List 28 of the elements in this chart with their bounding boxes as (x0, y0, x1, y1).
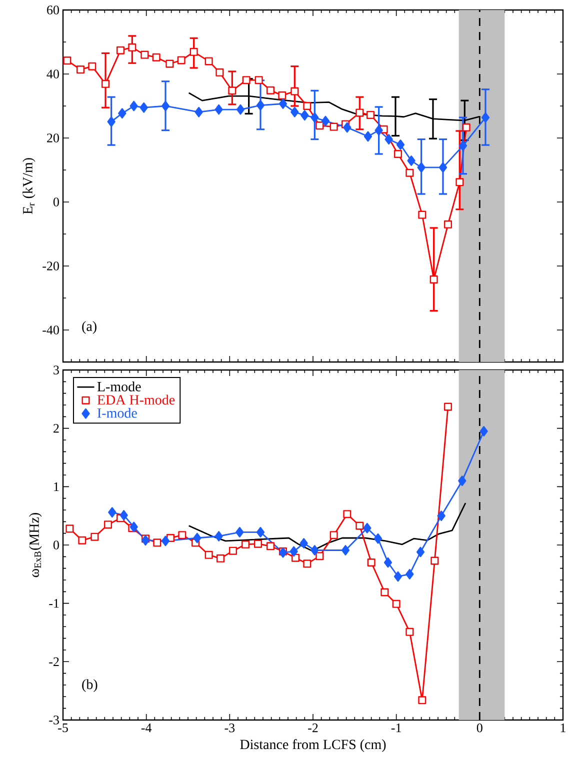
legend-label: L-mode (98, 381, 142, 392)
y-tick-label: -40 (42, 326, 60, 334)
y-tick-label: 40 (46, 70, 60, 78)
y-tick-label: -20 (42, 262, 60, 270)
y-axis-title: E$_{r}$ (kV/m) (22, 158, 36, 214)
y-axis-title: ω$_{ExB}$(MHz) (29, 513, 42, 578)
y-tick-label: -2 (49, 657, 59, 666)
x-axis-title: Distance from LCFS (cm) (240, 739, 386, 752)
y-tick-label: 60 (47, 6, 60, 14)
x-tick-label: -3 (224, 724, 235, 732)
y-tick-label: 0 (54, 540, 60, 550)
y-tick-label: 3 (54, 366, 60, 374)
x-tick-label: -4 (142, 724, 152, 732)
x-tick-label: -1 (392, 724, 402, 732)
x-tick-label: -5 (58, 724, 68, 732)
legend-label: EDA H-mode (98, 394, 175, 405)
x-tick-label: 1 (561, 724, 566, 732)
annotation: (a) (82, 321, 97, 334)
y-tick-label: -3 (49, 716, 60, 724)
annotation: (b) (82, 679, 98, 692)
x-tick-label: -2 (308, 724, 318, 732)
x-tick-label: 0 (477, 724, 483, 732)
y-tick-label: 20 (47, 134, 60, 142)
y-tick-label: 2 (54, 424, 59, 433)
y-tick-label: -1 (49, 599, 59, 608)
y-tick-label: 0 (54, 198, 60, 206)
legend-label: I-mode (98, 408, 138, 418)
y-tick-label: 1 (54, 482, 59, 491)
